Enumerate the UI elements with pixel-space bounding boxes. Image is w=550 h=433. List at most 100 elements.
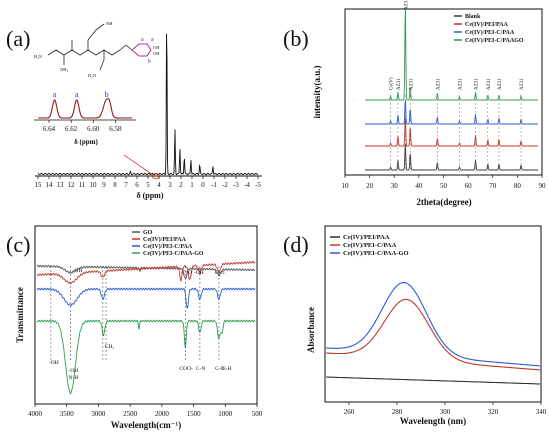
- ftir-legend: GOCe(IV)/PEI/PAACe(IV)/PEI-C/PAACe(IV)/P…: [132, 230, 204, 257]
- xrd-tick-label: 40: [415, 182, 423, 190]
- inset-tick-label: 6.62: [65, 125, 78, 133]
- xrd-series-line: [365, 118, 538, 147]
- molecule-label-oh2: OH: [153, 51, 160, 56]
- molecule-label-a1: a: [141, 37, 144, 43]
- uv-tick-label: 300: [440, 408, 451, 416]
- ftir-series: [36, 260, 256, 395]
- xrd-peak-annotation: AZ31: [404, 0, 409, 10]
- ftir-annotation: C-O: [215, 270, 225, 276]
- ftir-guide-lines: [50, 266, 220, 360]
- nmr-tick-label: -4: [244, 181, 250, 189]
- uv-series-line: [325, 282, 540, 367]
- nmr-spectrum: [37, 33, 258, 176]
- xrd-tick-label: 60: [465, 182, 473, 190]
- ftir-ticks: 4000 3500 3000 2500 2000 1500 1000 500: [28, 404, 263, 418]
- nmr-tick-label: 7: [124, 181, 128, 189]
- ftir-annotation: CH₂: [105, 344, 115, 350]
- nmr-tick-label: 13: [57, 181, 65, 189]
- uv-tick-label: 320: [488, 408, 499, 416]
- uv-series-line: [326, 376, 540, 385]
- nmr-tick-label: 2: [179, 181, 183, 189]
- ftir-tick-label: 4000: [28, 410, 43, 418]
- molecule-label-h2n-bottom: H₂N: [88, 73, 97, 78]
- panel-a: (a) 15 14 13 12 11 10 9 8 7 6 5 4 3 2 1 0 -1 -2 -3 -4 -5 δ (…: [6, 21, 262, 200]
- xrd-peak-annotation: AZ31: [409, 78, 414, 90]
- nmr-tick-label: 15: [35, 181, 43, 189]
- panel-c: (c) 4000 3500 3000 2500 2000 1500 1000 500 Wave…: [6, 225, 263, 430]
- xrd-tick-label: 20: [366, 182, 374, 190]
- ftir-series-line: [36, 287, 256, 310]
- ftir-tick-label: 2500: [123, 410, 138, 418]
- nmr-tick-label: -3: [233, 181, 239, 189]
- nmr-tick-label: 0: [201, 181, 205, 189]
- xrd-tick-label: 70: [489, 182, 497, 190]
- xrd-peak-annotation: AZ31: [487, 78, 492, 90]
- uv-ticks: 260 280 300 320 340: [344, 402, 547, 416]
- nmr-tick-label: 14: [46, 181, 54, 189]
- molecule-label-nh2: NH₂: [60, 67, 68, 72]
- molecule-label-oh1: OH: [153, 45, 160, 50]
- xrd-tick-label: 10: [342, 182, 350, 190]
- ftir-tick-label: 1500: [187, 410, 202, 418]
- nmr-tick-label: 9: [102, 181, 106, 189]
- nmr-tick-label: 10: [90, 181, 98, 189]
- ftir-annotation: -OH: [73, 268, 83, 274]
- nmr-tick-label: 8: [113, 181, 117, 189]
- molecule-structure: [47, 23, 152, 71]
- nmr-tick-label: 12: [68, 181, 76, 189]
- inset-spectrum: [38, 98, 132, 119]
- xrd-legend-label: Ce(IV)/PEI/PAA: [465, 21, 509, 28]
- ftir-tick-label: 1000: [218, 410, 233, 418]
- inset-peak-label: a: [75, 90, 79, 99]
- inset-tick-label: 6.60: [87, 125, 100, 133]
- uv-legend: Ce(IV)/PEI/PAACe(IV)/PEI-C/PAACe(IV)/PEI…: [330, 234, 409, 257]
- nmr-tick-label: 1: [190, 181, 194, 189]
- ftir-annotation: -OH: [69, 368, 79, 374]
- ftir-annotation: C-N: [196, 366, 206, 372]
- molecule-label-a2: a: [151, 37, 154, 43]
- nmr-tick-label: 11: [79, 181, 86, 189]
- xrd-ticks: 10 20 30 40 50 60 70 80 90: [342, 175, 547, 190]
- uv-series: [325, 282, 540, 385]
- panel-b: (b) 10 20 30 40 50 60 70 80 90 2theta(degree) in…: [283, 0, 546, 207]
- xrd-peak-annotation: AZ31: [436, 78, 441, 90]
- ftir-plot-frame: [34, 225, 258, 405]
- xrd-tick-label: 90: [539, 182, 547, 190]
- ftir-legend-label: GO: [143, 230, 153, 236]
- ftir-tick-label: 3500: [60, 410, 75, 418]
- nmr-tick-label: 3: [168, 181, 172, 189]
- zoom-marker: [151, 173, 161, 179]
- panel-label-a: (a): [6, 26, 30, 51]
- uv-series-line: [326, 298, 540, 371]
- uv-tick-label: 260: [344, 408, 355, 416]
- nmr-tick-label: -1: [211, 181, 217, 189]
- nmr-tick-label: 6: [135, 181, 139, 189]
- uv-tick-label: 280: [392, 408, 403, 416]
- ftir-annotation: -OH: [49, 360, 59, 366]
- ftir-xlabel: Wavelength(cm⁻¹): [111, 420, 181, 430]
- ftir-annotation: C=O: [181, 270, 192, 276]
- nmr-xlabel: δ (ppm): [136, 191, 163, 200]
- panel-d: (d) 260 280 300 320 340 Wavelength (nm) Abso…: [283, 225, 547, 426]
- inset-tick-label: 6.58: [109, 125, 122, 133]
- xrd-tick-label: 50: [440, 182, 448, 190]
- inset-tick-label: 6.64: [43, 125, 56, 133]
- uv-plot-frame: [324, 225, 542, 403]
- xrd-legend-label: Blank: [465, 14, 481, 20]
- inset-ticks: 6.64 6.62 6.60 6.58: [43, 120, 122, 133]
- ftir-series-line: [36, 319, 256, 395]
- ftir-legend-label: Ce(IV)/PEI-C/PAA: [143, 243, 193, 250]
- xrd-series: [365, 7, 538, 171]
- xrd-peak-annotation: Ce(V): [390, 77, 395, 90]
- nmr-ticks: 15 14 13 12 11 10 9 8 7 6 5 4 3 2 1 0 -1 -2 -3 -4 -5: [35, 176, 261, 189]
- xrd-peak-annotation: AZ31: [459, 78, 464, 90]
- zoom-arrow: [123, 154, 154, 176]
- xrd-tick-label: 30: [391, 182, 399, 190]
- ftir-legend-label: Ce(IV)/PEI/PAA: [143, 236, 187, 243]
- ftir-ylabel: Transmittance: [15, 287, 25, 343]
- ftir-legend-label: Ce(IV)/PEI-C/PAA-GO: [143, 250, 204, 257]
- panel-label-c: (c): [6, 232, 30, 257]
- ftir-series-line: [36, 260, 256, 284]
- xrd-series-line: [365, 143, 538, 171]
